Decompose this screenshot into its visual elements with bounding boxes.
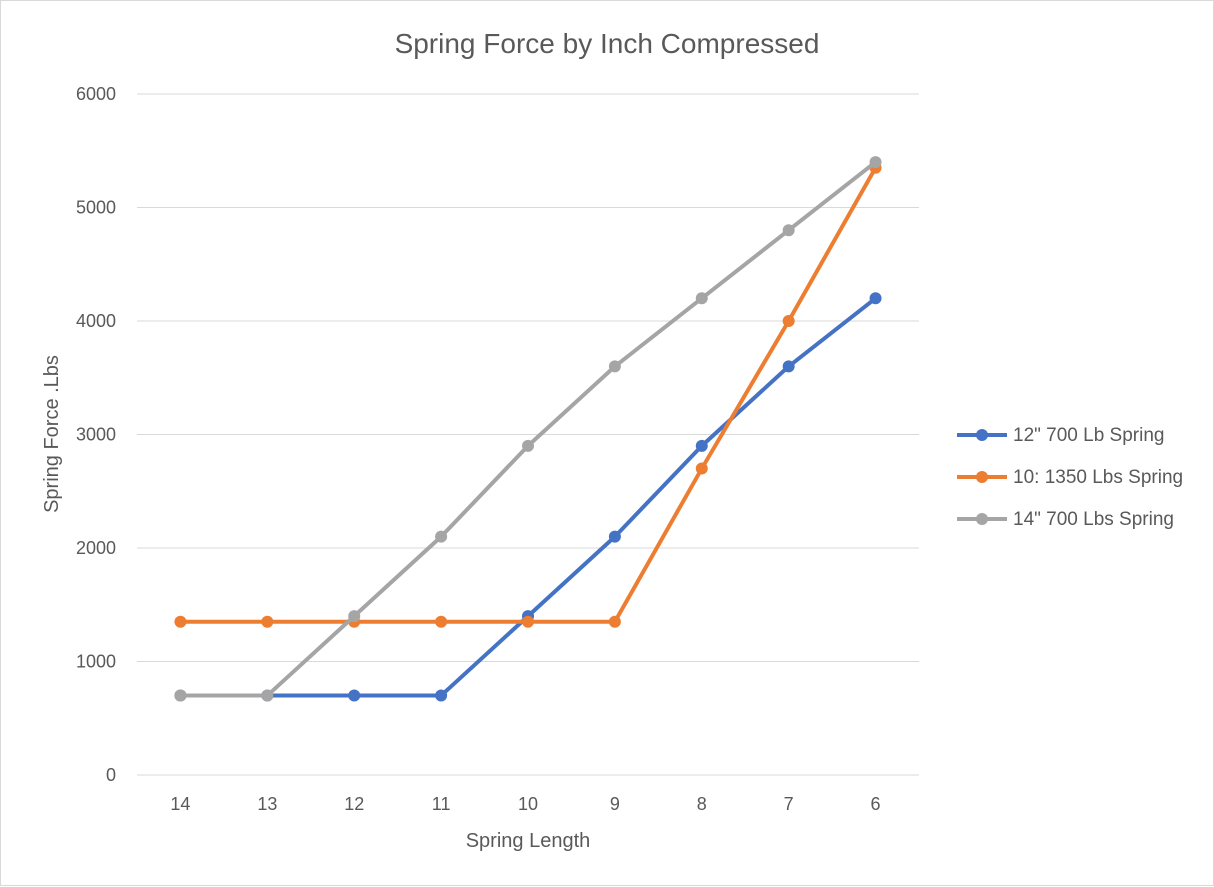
- legend-entry: 12" 700 Lb Spring: [957, 425, 1164, 446]
- data-point: [435, 615, 448, 628]
- data-point: [695, 292, 708, 305]
- legend-marker-icon: [976, 429, 988, 441]
- x-tick-label: 10: [518, 794, 538, 814]
- y-tick-label: 1000: [76, 652, 116, 672]
- data-point: [782, 360, 795, 373]
- data-point: [608, 360, 621, 373]
- x-tick-label: 9: [610, 794, 620, 814]
- legend-entry: 14" 700 Lbs Spring: [957, 509, 1174, 530]
- x-tick-label: 8: [697, 794, 707, 814]
- data-point: [174, 615, 187, 628]
- gridlines: [137, 93, 919, 662]
- data-point: [435, 689, 448, 702]
- data-point: [522, 615, 534, 628]
- data-point: [522, 439, 534, 452]
- x-axis-title: Spring Length: [466, 830, 591, 852]
- legend-marker-icon: [976, 513, 988, 525]
- y-axis-ticks: 0 1000 2000 3000 4000 5000 6000: [76, 84, 116, 785]
- series-2: [174, 161, 882, 628]
- x-tick-label: 12: [344, 794, 364, 814]
- data-point: [435, 530, 448, 543]
- data-point: [348, 610, 361, 623]
- data-point: [608, 530, 621, 543]
- legend-label: 12" 700 Lb Spring: [1013, 425, 1164, 446]
- data-point: [695, 462, 708, 475]
- data-point: [348, 689, 361, 702]
- legend-entry: 10: 1350 Lbs Spring: [957, 467, 1183, 488]
- x-tick-label: 6: [871, 794, 881, 814]
- y-tick-label: 2000: [76, 538, 116, 558]
- series-1: [174, 292, 882, 702]
- y-tick-label: 4000: [76, 311, 116, 331]
- series-3: [174, 156, 882, 702]
- series-lines: [174, 156, 882, 702]
- data-point: [782, 224, 795, 237]
- legend: 12" 700 Lb Spring 10: 1350 Lbs Spring 14" …: [957, 425, 1183, 530]
- data-point: [695, 439, 708, 452]
- data-point: [261, 615, 274, 628]
- y-axis-title: Spring Force .Lbs: [41, 355, 63, 513]
- x-tick-label: 13: [257, 794, 277, 814]
- legend-marker-icon: [976, 471, 988, 483]
- y-tick-label: 0: [106, 765, 116, 785]
- data-point: [608, 615, 621, 628]
- series-line: [178, 165, 878, 624]
- x-tick-label: 7: [784, 794, 794, 814]
- data-point: [869, 156, 882, 169]
- x-axis-ticks: 14 13 12 11 10 9 8 7 6: [170, 794, 880, 814]
- data-point: [174, 689, 187, 702]
- series-line: [178, 296, 878, 698]
- data-point: [782, 315, 795, 327]
- legend-label: 14" 700 Lbs Spring: [1013, 509, 1174, 530]
- y-tick-label: 6000: [76, 84, 116, 104]
- chart-title: Spring Force by Inch Compressed: [395, 28, 820, 59]
- y-tick-label: 5000: [76, 198, 116, 218]
- x-tick-label: 11: [432, 794, 451, 814]
- data-point: [869, 292, 882, 305]
- y-tick-label: 3000: [76, 425, 116, 445]
- legend-label: 10: 1350 Lbs Spring: [1013, 467, 1183, 488]
- x-tick-label: 14: [170, 794, 190, 814]
- data-point: [261, 689, 274, 702]
